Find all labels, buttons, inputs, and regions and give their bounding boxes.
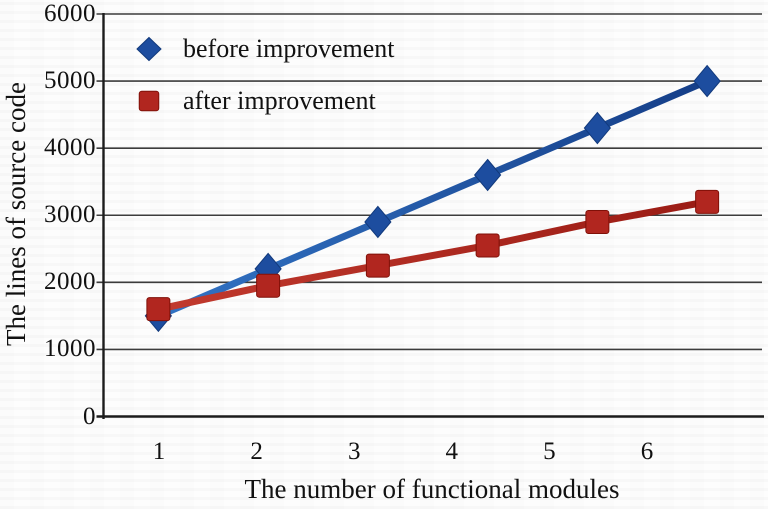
y-tick-label: 6000 bbox=[44, 0, 96, 27]
legend-markers bbox=[116, 36, 182, 112]
x-tick-label: 6 bbox=[640, 438, 654, 465]
after-improvement-marker bbox=[475, 233, 500, 258]
y-tick-label: 1000 bbox=[44, 335, 96, 363]
y-axis-title: The lines of source code bbox=[1, 82, 31, 346]
after-improvement-marker bbox=[146, 297, 171, 322]
after-improvement-marker bbox=[138, 90, 160, 112]
before-improvement-marker bbox=[583, 111, 612, 145]
after-improvement-line bbox=[154, 198, 711, 313]
legend-label-before-improvement: before improvement bbox=[183, 34, 395, 63]
y-tick-label: 0 bbox=[83, 402, 96, 430]
y-tick-label: 3000 bbox=[44, 201, 96, 229]
gridlines bbox=[96, 13, 762, 351]
y-tick-label: 5000 bbox=[44, 67, 96, 95]
legend-label-after-improvement: after improvement bbox=[183, 86, 376, 115]
y-tick-label: 2000 bbox=[44, 268, 96, 296]
x-tick-label: 5 bbox=[543, 438, 556, 465]
before-improvement-marker bbox=[693, 64, 721, 98]
before-improvement-marker bbox=[473, 158, 502, 192]
y-tick-label: 4000 bbox=[44, 134, 96, 162]
x-tick-label: 3 bbox=[347, 438, 361, 465]
after-improvement-marker bbox=[695, 189, 720, 214]
after-improvement-marker bbox=[585, 209, 610, 234]
series-after-improvement bbox=[146, 189, 720, 322]
before-improvement-line bbox=[154, 77, 711, 320]
x-tick-label: 2 bbox=[250, 438, 263, 465]
before-improvement-marker bbox=[136, 36, 162, 62]
after-improvement-marker bbox=[365, 253, 390, 278]
x-tick-label: 4 bbox=[445, 438, 459, 465]
x-tick-label: 1 bbox=[152, 438, 166, 465]
x-axis-title: The number of functional modules bbox=[244, 474, 620, 504]
before-improvement-marker bbox=[364, 205, 392, 239]
after-improvement-marker bbox=[256, 273, 281, 298]
